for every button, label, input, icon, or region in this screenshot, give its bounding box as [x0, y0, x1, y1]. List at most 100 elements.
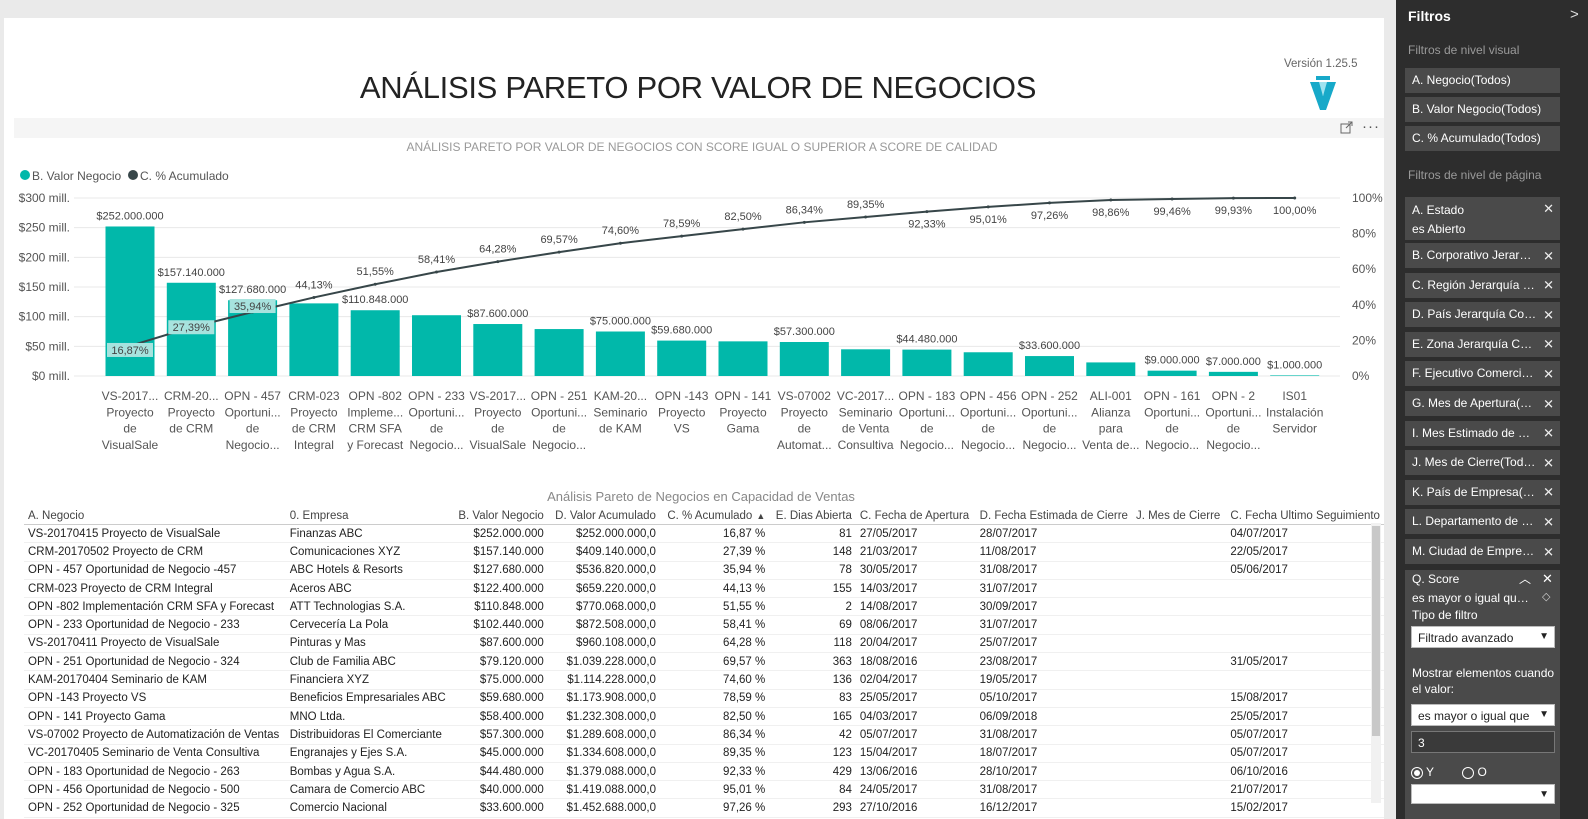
table-row[interactable]: VS-07002 Proyecto de Automatización de V…	[24, 725, 1384, 745]
table-row[interactable]: OPN - 183 Oportunidad de Negocio - 263 Bo…	[24, 762, 1384, 782]
page-filter-card[interactable]: B. Corporativo Jerarquía... ✕	[1405, 243, 1560, 268]
line-data-label: 86,34%	[786, 204, 824, 216]
page-filter-card[interactable]: G. Mes de Apertura(Todos) ✕	[1405, 391, 1560, 416]
collapse-filters-icon[interactable]: >	[1570, 6, 1579, 23]
x-axis-category-label: Impleme...	[347, 405, 403, 419]
bar	[350, 310, 400, 376]
table-row[interactable]: KAM-20170404 Seminario de KAM Financiera …	[24, 670, 1384, 690]
line-point	[312, 295, 316, 299]
filter-card-estado[interactable]: A. Estado es Abierto ✕	[1405, 197, 1560, 240]
remove-filter-icon[interactable]: ✕	[1543, 248, 1554, 263]
page-filter-card[interactable]: E. Zona Jerarquía Comer... ✕	[1405, 331, 1560, 357]
radio-or[interactable]	[1462, 766, 1475, 779]
table-cell: 05/10/2017	[975, 689, 1132, 708]
visual-filter-card[interactable]: A. Negocio(Todos)	[1405, 68, 1560, 93]
page-filter-card[interactable]: J. Mes de Cierre(Todos) ✕	[1405, 450, 1560, 476]
filter-card-score[interactable]: Q. Score ︿ ✕ es mayor o igual que 3 ◇ Ti…	[1405, 570, 1560, 819]
y2-axis-tick-label: 80%	[1352, 227, 1376, 241]
column-header[interactable]: 0. Empresa	[285, 507, 451, 525]
page-filter-card[interactable]: F. Ejecutivo Comercial Je... ✕	[1405, 361, 1560, 387]
page-filter-card[interactable]: I. Mes Estimado de Cierre... ✕	[1405, 420, 1560, 446]
bar	[595, 331, 645, 376]
second-operator-select[interactable]: ▼	[1411, 784, 1555, 804]
operator-select[interactable]: es mayor o igual que ▼	[1411, 704, 1555, 726]
page-filter-card[interactable]: C. Región Jerarquía Com... ✕	[1405, 272, 1560, 298]
remove-filter-icon[interactable]: ✕	[1543, 396, 1554, 411]
y-axis-tick-label: $300 mill.	[19, 191, 70, 205]
remove-filter-icon[interactable]: ✕	[1543, 201, 1554, 216]
focus-mode-icon[interactable]	[1340, 121, 1353, 134]
filter-type-select[interactable]: Filtrado avanzado ▼	[1411, 626, 1555, 648]
column-header[interactable]: B. Valor Negocio	[450, 507, 548, 525]
visual-filter-card[interactable]: B. Valor Negocio(Todos)	[1405, 97, 1560, 122]
column-header[interactable]: C. Fecha de Apertura	[855, 507, 976, 525]
table-row[interactable]: OPN - 233 Oportunidad de Negocio - 233 Ce…	[24, 615, 1384, 635]
table-row[interactable]: VC-20170405 Seminario de Venta Consultiv…	[24, 744, 1384, 763]
table-row[interactable]: CRM-20170502 Proyecto de CRM Comunicacion…	[24, 542, 1384, 562]
remove-filter-icon[interactable]: ✕	[1543, 366, 1554, 382]
x-axis-category-label: Oportuni...	[1144, 405, 1200, 419]
page-filter-card[interactable]: L. Departamento de Empr... ✕	[1405, 509, 1560, 535]
page-filter-card[interactable]: D. País Jerarquía Comer... ✕	[1405, 302, 1560, 328]
table-cell: 82,50 %	[659, 707, 770, 727]
table-row[interactable]: VS-20170411 Proyecto de VisualSale Pintur…	[24, 634, 1384, 654]
table-cell: 30/09/2017	[975, 597, 1132, 617]
line-data-label: 69,57%	[540, 234, 578, 246]
column-header[interactable]: C. Fecha Ultimo Seguimiento	[1226, 507, 1384, 525]
remove-filter-icon[interactable]: ✕	[1543, 277, 1554, 293]
remove-filter-icon[interactable]: ✕	[1542, 571, 1553, 586]
bar-data-label: $87.600.000	[467, 308, 528, 320]
remove-filter-icon[interactable]: ✕	[1543, 514, 1554, 530]
visual-filter-card[interactable]: C. % Acumulado(Todos)	[1405, 126, 1560, 151]
table-row[interactable]: OPN - 456 Oportunidad de Negocio - 500 Ca…	[24, 780, 1384, 800]
table-row[interactable]: VS-20170415 Proyecto de VisualSale Finanz…	[24, 524, 1384, 544]
chevron-up-icon[interactable]: ︿	[1519, 572, 1532, 586]
remove-filter-icon[interactable]: ✕	[1543, 544, 1554, 559]
clear-filter-icon[interactable]: ◇	[1542, 591, 1551, 603]
x-axis-category-label: Proyecto	[658, 405, 706, 419]
table-row[interactable]: OPN -143 Proyecto VS Beneficios Empresari…	[24, 689, 1384, 708]
column-header[interactable]: J. Mes de Cierre	[1131, 507, 1227, 525]
line-data-label: 89,35%	[847, 199, 885, 211]
sort-ascending-icon[interactable]: ▲	[756, 510, 766, 521]
page-filter-card[interactable]: K. País de Empresa(Todos) ✕	[1405, 479, 1560, 505]
remove-filter-icon[interactable]: ✕	[1543, 455, 1554, 471]
table-cell: 02/04/2017	[855, 670, 976, 690]
table-cell: 2	[769, 597, 856, 617]
data-label-background	[107, 342, 153, 357]
bar-data-label: $127.680.000	[219, 284, 286, 296]
radio-and[interactable]	[1411, 766, 1423, 779]
table-row[interactable]: OPN - 251 Oportunidad de Negocio - 324 Cl…	[24, 652, 1384, 672]
table-cell: 83	[769, 689, 856, 708]
page-filter-card[interactable]: M. Ciudad de Empresa(T... ✕	[1405, 539, 1560, 564]
remove-filter-icon[interactable]: ✕	[1543, 425, 1554, 441]
table-row[interactable]: OPN -802 Implementación CRM SFA y Foreca…	[24, 597, 1384, 617]
total-cell: $1.493.688.000,0	[547, 816, 660, 819]
more-options-icon[interactable]: ···	[1362, 118, 1380, 135]
table-cell: VC-20170405 Seminario de Venta Consultiv…	[24, 744, 286, 763]
table-cell: 95,01 %	[659, 780, 770, 800]
line-data-label: 64,28%	[479, 244, 517, 256]
remove-filter-icon[interactable]: ✕	[1543, 307, 1554, 323]
table-row[interactable]: CRM-023 Proyecto de CRM Integral Aceros A…	[24, 579, 1384, 599]
table-vertical-scroll-thumb[interactable]	[1372, 526, 1380, 736]
remove-filter-icon[interactable]: ✕	[1543, 336, 1554, 352]
table-row[interactable]: OPN - 252 Oportunidad de Negocio - 325 Co…	[24, 798, 1384, 818]
table-row[interactable]: OPN - 457 Oportunidad de Negocio -457 ABC…	[24, 561, 1384, 580]
column-header[interactable]: D. Valor Acumulado	[547, 507, 660, 525]
remove-filter-icon[interactable]: ✕	[1543, 484, 1554, 500]
line-data-label: 82,50%	[724, 211, 762, 223]
score-value-input[interactable]: 3	[1411, 731, 1555, 753]
table-cell: OPN - 457 Oportunidad de Negocio -457	[24, 561, 286, 580]
table-cell	[1226, 634, 1384, 654]
column-header[interactable]: E. Dias Abierta	[769, 507, 856, 525]
line-data-label: 95,01%	[970, 214, 1008, 226]
column-header[interactable]: A. Negocio	[24, 507, 286, 525]
table-cell	[1131, 652, 1227, 672]
column-header[interactable]: D. Fecha Estimada de Cierre	[975, 507, 1132, 525]
table-row[interactable]: OPN - 141 Proyecto Gama MNO Ltda. $58.400.…	[24, 707, 1384, 727]
table-cell: ABC Hotels & Resorts	[285, 561, 451, 580]
table-cell: 69,57 %	[659, 652, 770, 672]
column-header[interactable]: C. % Acumulado ▲	[659, 507, 770, 525]
table-cell: $252.000.000,0	[547, 524, 660, 544]
